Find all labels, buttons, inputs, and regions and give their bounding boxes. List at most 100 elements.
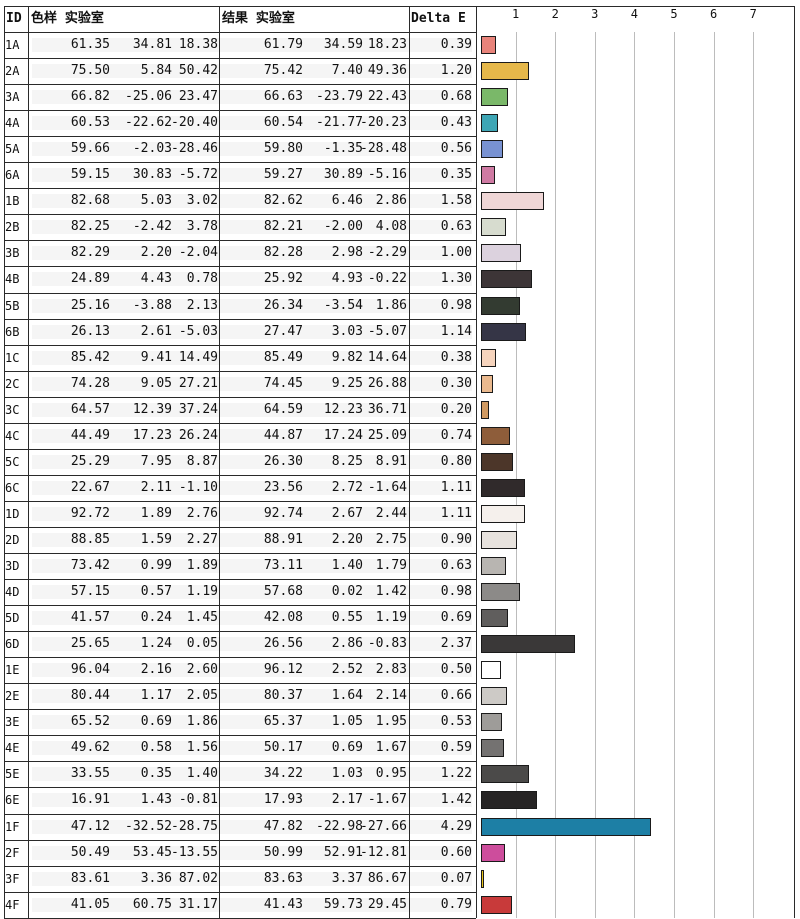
sample-lab-value: -5.72 — [178, 167, 218, 183]
sample-lab-value: -2.42 — [132, 219, 172, 235]
result-lab-value: -5.07 — [367, 323, 407, 339]
sample-lab-value: 0.69 — [140, 714, 172, 730]
sample-lab-value: 9.41 — [140, 349, 172, 365]
delta-e-value: 0.69 — [440, 610, 472, 626]
sample-lab-value: 37.24 — [178, 401, 218, 417]
delta-e-value: 0.80 — [440, 453, 472, 469]
row-id: 2A — [5, 64, 20, 79]
sample-lab-value: 87.02 — [178, 870, 218, 886]
result-lab-value: 26.88 — [367, 375, 407, 391]
delta-e-value: 0.07 — [440, 870, 472, 886]
result-lab-value: 1.03 — [331, 766, 363, 782]
result-lab-value: -3.54 — [323, 297, 363, 313]
delta-e-bar — [481, 270, 533, 289]
sample-lab-value: 1.45 — [186, 610, 218, 626]
result-lab-value: 50.99 — [263, 844, 303, 860]
table-row-line — [4, 318, 476, 320]
sample-lab-value: 3.36 — [140, 870, 172, 886]
delta-e-bar — [481, 713, 502, 732]
result-lab-value: 0.55 — [331, 610, 363, 626]
chart-gridline — [594, 32, 596, 918]
delta-e-value: 0.20 — [440, 401, 472, 417]
sample-lab-value: 82.68 — [70, 193, 110, 209]
sample-lab-value: 23.47 — [178, 89, 218, 105]
result-lab-value: 2.86 — [331, 636, 363, 652]
result-lab-value: 88.91 — [263, 531, 303, 547]
delta-e-bar — [481, 348, 497, 367]
sample-lab-value: 65.52 — [70, 714, 110, 730]
sample-lab-value: 1.86 — [186, 714, 218, 730]
table-row-line — [4, 136, 476, 138]
result-lab-value: 61.79 — [263, 37, 303, 52]
row-id: 4B — [5, 272, 20, 287]
result-lab-value: 6.46 — [331, 193, 363, 209]
row-id: 4E — [5, 741, 20, 756]
table-column-line — [409, 6, 410, 918]
sample-lab-value: -28.46 — [171, 141, 218, 157]
result-lab-value: -22.98 — [316, 818, 363, 834]
delta-e-value: 1.00 — [440, 245, 472, 261]
sample-lab-value: 1.43 — [140, 792, 172, 808]
result-lab-value: 3.03 — [331, 323, 363, 339]
delta-e-bar — [481, 765, 530, 784]
sample-lab-value: 0.99 — [140, 558, 172, 573]
result-lab-value: 2.83 — [375, 662, 407, 678]
result-lab-value: 2.86 — [375, 193, 407, 209]
sample-lab-value: 4.43 — [140, 271, 172, 287]
row-id: 3E — [5, 715, 20, 730]
delta-e-bar — [481, 322, 527, 341]
sample-lab-value: 1.17 — [140, 688, 172, 704]
row-shading — [32, 168, 472, 183]
row-shading — [32, 715, 472, 730]
result-lab-value: 59.27 — [263, 167, 303, 183]
row-id: 5C — [5, 454, 20, 469]
delta-e-bar — [481, 244, 521, 263]
row-id: 4F — [5, 897, 20, 912]
row-id: 3C — [5, 402, 20, 417]
result-lab-value: 0.02 — [331, 584, 363, 600]
table-row-line — [4, 422, 476, 424]
sample-lab-value: 2.13 — [186, 297, 218, 313]
row-id: 5B — [5, 298, 20, 313]
delta-e-value: 0.63 — [440, 219, 472, 235]
sample-lab-value: 0.58 — [140, 740, 172, 756]
row-shading — [32, 741, 472, 756]
result-lab-value: 26.30 — [263, 453, 303, 469]
row-shading — [32, 64, 472, 79]
delta-e-bar — [481, 869, 484, 888]
delta-e-value: 0.35 — [440, 167, 472, 183]
delta-e-bar — [481, 36, 497, 54]
delta-e-bar — [481, 817, 651, 836]
result-lab-value: 1.79 — [375, 558, 407, 573]
row-id: 2E — [5, 689, 20, 704]
result-lab-value: -27.66 — [360, 818, 407, 834]
result-lab-value: -1.67 — [367, 792, 407, 808]
result-lab-value: 1.67 — [375, 740, 407, 756]
sample-lab-value: 2.16 — [140, 662, 172, 678]
sample-lab-value: 50.42 — [178, 63, 218, 79]
sample-lab-value: 49.62 — [70, 740, 110, 756]
table-row-line — [4, 344, 476, 346]
table-row-line — [4, 448, 476, 450]
row-shading — [32, 689, 472, 704]
delta-e-value: 0.59 — [440, 740, 472, 756]
delta-e-bar — [481, 426, 511, 445]
table-row-line — [4, 761, 476, 763]
result-lab-value: 2.67 — [331, 505, 363, 521]
row-id: 4A — [5, 116, 20, 131]
result-lab-value: 41.43 — [263, 896, 303, 912]
sample-lab-value: 44.49 — [70, 427, 110, 443]
sample-lab-value: 8.87 — [186, 453, 218, 469]
row-shading — [32, 428, 472, 443]
result-lab-value: -1.35 — [323, 141, 363, 157]
row-shading — [32, 611, 472, 626]
sample-lab-value: 47.12 — [70, 818, 110, 834]
result-lab-value: -5.16 — [367, 167, 407, 183]
sample-lab-value: -2.03 — [132, 141, 172, 157]
result-lab-value: 65.37 — [263, 714, 303, 730]
row-id: 2D — [5, 532, 20, 547]
result-lab-value: 4.08 — [375, 219, 407, 235]
table-column-line — [4, 6, 5, 918]
sample-lab-value: -5.03 — [178, 323, 218, 339]
result-lab-value: 92.74 — [263, 505, 303, 521]
